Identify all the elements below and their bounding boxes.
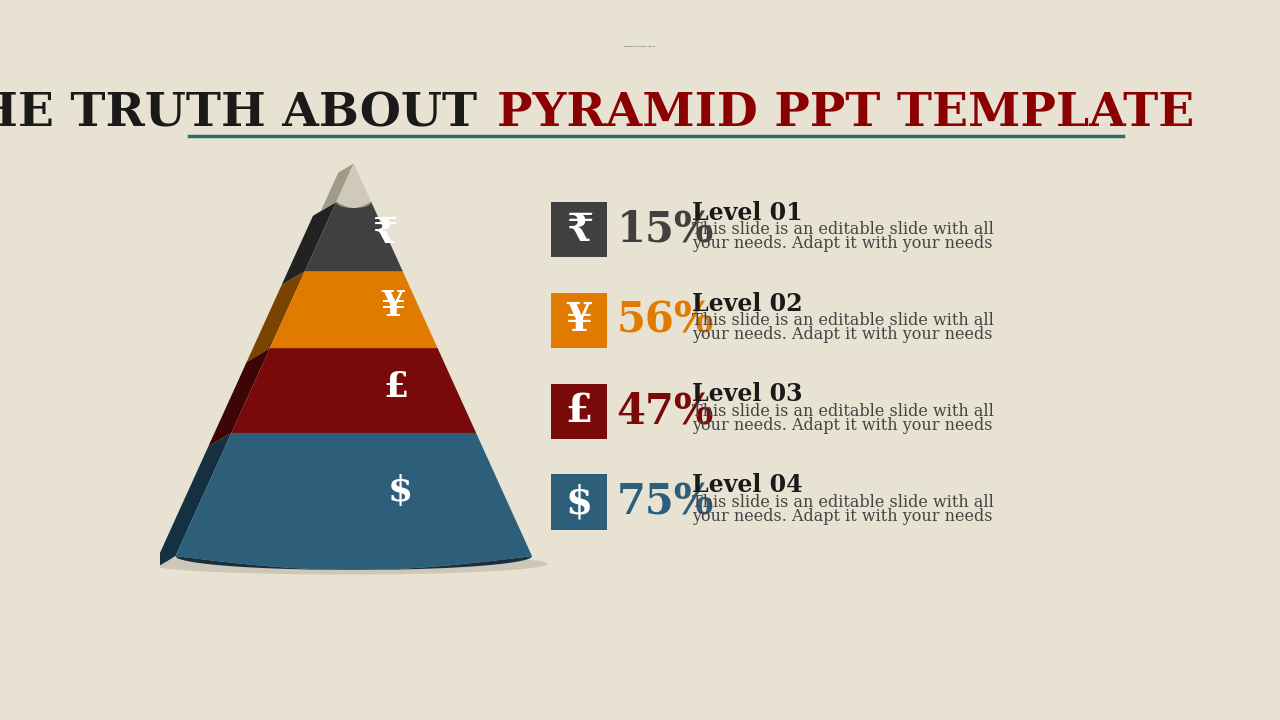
Text: ¥: ¥ bbox=[380, 289, 404, 323]
FancyBboxPatch shape bbox=[552, 384, 607, 439]
Polygon shape bbox=[152, 433, 232, 570]
Polygon shape bbox=[282, 202, 337, 285]
Polygon shape bbox=[305, 271, 403, 285]
Text: 47%: 47% bbox=[617, 390, 714, 432]
Polygon shape bbox=[232, 348, 476, 446]
Text: THE TRUTH ABOUT PYRAMID PPT TEMPLATE: THE TRUTH ABOUT PYRAMID PPT TEMPLATE bbox=[625, 46, 655, 48]
Text: 75%: 75% bbox=[617, 481, 714, 523]
Text: £: £ bbox=[384, 369, 408, 404]
Text: This slide is an editable slide with all: This slide is an editable slide with all bbox=[692, 312, 995, 329]
Polygon shape bbox=[337, 163, 371, 208]
Text: PYRAMID PPT TEMPLATE: PYRAMID PPT TEMPLATE bbox=[497, 90, 1194, 136]
Text: $: $ bbox=[388, 474, 413, 508]
Polygon shape bbox=[175, 556, 532, 570]
Polygon shape bbox=[209, 348, 270, 446]
Polygon shape bbox=[232, 433, 476, 446]
Text: ₹: ₹ bbox=[566, 211, 593, 248]
Text: your needs. Adapt it with your needs: your needs. Adapt it with your needs bbox=[692, 508, 993, 525]
Text: ¥: ¥ bbox=[566, 302, 593, 339]
Text: Level 04: Level 04 bbox=[692, 473, 803, 498]
Text: 15%: 15% bbox=[617, 209, 714, 251]
Text: your needs. Adapt it with your needs: your needs. Adapt it with your needs bbox=[692, 417, 993, 433]
Text: ₹: ₹ bbox=[372, 216, 397, 250]
Text: £: £ bbox=[566, 392, 593, 431]
Text: Level 01: Level 01 bbox=[692, 201, 803, 225]
FancyBboxPatch shape bbox=[552, 474, 607, 530]
Polygon shape bbox=[337, 202, 371, 208]
Text: This slide is an editable slide with all: This slide is an editable slide with all bbox=[692, 402, 995, 420]
Polygon shape bbox=[175, 433, 532, 570]
Text: This slide is an editable slide with all: This slide is an editable slide with all bbox=[692, 494, 995, 510]
Text: your needs. Adapt it with your needs: your needs. Adapt it with your needs bbox=[692, 326, 993, 343]
Polygon shape bbox=[321, 163, 353, 211]
FancyBboxPatch shape bbox=[552, 293, 607, 348]
Polygon shape bbox=[247, 271, 305, 362]
FancyBboxPatch shape bbox=[552, 202, 607, 257]
Ellipse shape bbox=[145, 553, 548, 575]
Polygon shape bbox=[305, 202, 403, 285]
Text: THE TRUTH ABOUT: THE TRUTH ABOUT bbox=[0, 90, 493, 136]
Text: Level 02: Level 02 bbox=[692, 292, 803, 315]
Polygon shape bbox=[270, 271, 438, 362]
Text: Level 03: Level 03 bbox=[692, 382, 803, 406]
Text: $: $ bbox=[566, 483, 593, 521]
Text: 56%: 56% bbox=[617, 300, 714, 341]
Polygon shape bbox=[270, 348, 438, 362]
Text: This slide is an editable slide with all: This slide is an editable slide with all bbox=[692, 221, 995, 238]
Text: your needs. Adapt it with your needs: your needs. Adapt it with your needs bbox=[692, 235, 993, 252]
